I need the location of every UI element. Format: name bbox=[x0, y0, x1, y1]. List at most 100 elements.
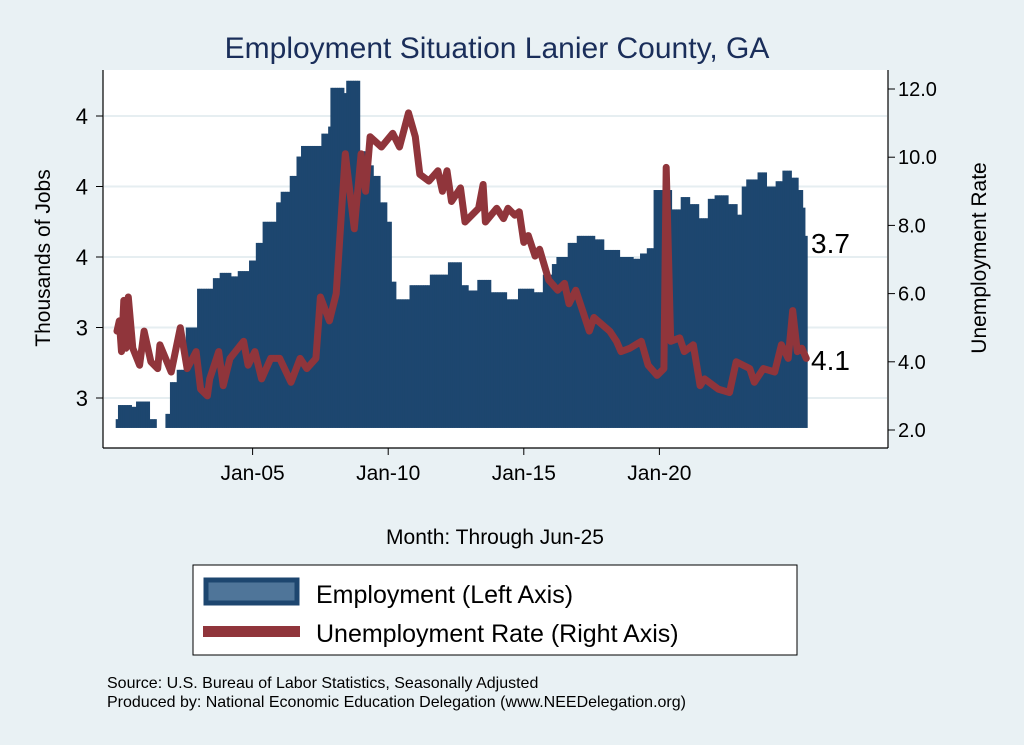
employment-bar bbox=[716, 195, 720, 428]
employment-bar bbox=[366, 165, 370, 428]
employment-bar bbox=[712, 198, 716, 428]
employment-bar bbox=[124, 405, 128, 428]
employment-bar bbox=[427, 285, 431, 428]
employment-bar bbox=[714, 195, 718, 428]
employment-bar bbox=[696, 204, 700, 428]
employment-bar bbox=[206, 288, 209, 428]
employment-bar bbox=[538, 292, 542, 428]
employment-bar bbox=[565, 257, 569, 428]
employment-bar bbox=[719, 195, 722, 428]
employment-bar bbox=[447, 262, 451, 428]
employment-bar bbox=[594, 239, 598, 428]
legend-employment-swatch bbox=[203, 577, 300, 606]
x-tick-label: Jan-10 bbox=[356, 462, 420, 485]
employment-bar bbox=[355, 80, 358, 428]
employment-bar bbox=[470, 290, 474, 428]
employment-bar bbox=[255, 242, 259, 428]
employment-bar bbox=[149, 419, 153, 428]
employment-bar bbox=[583, 235, 587, 428]
employment-bar bbox=[409, 285, 413, 428]
employment-bar bbox=[472, 290, 476, 428]
employment-bar bbox=[723, 195, 727, 428]
employment-bar bbox=[601, 239, 605, 428]
employment-bar bbox=[771, 186, 774, 428]
left-tick-label: 4 bbox=[76, 245, 88, 270]
employment-bar bbox=[655, 190, 659, 428]
employment-bar bbox=[750, 179, 754, 428]
employment-bar bbox=[418, 285, 422, 428]
employment-bar bbox=[579, 235, 582, 428]
employment-bar bbox=[133, 406, 137, 428]
employment-bar bbox=[630, 257, 634, 428]
employment-bar bbox=[346, 80, 349, 428]
employment-bar bbox=[305, 145, 309, 428]
employment-bar bbox=[117, 405, 121, 428]
left-axis-ticks: 4 4 4 3 3 bbox=[76, 104, 103, 411]
employment-bar bbox=[560, 257, 564, 428]
employment-bar bbox=[701, 218, 704, 428]
employment-bar bbox=[208, 288, 212, 428]
employment-bar bbox=[140, 401, 144, 428]
employment-bar bbox=[481, 279, 485, 428]
employment-bar bbox=[298, 156, 302, 428]
employment-bar bbox=[407, 299, 410, 428]
employment-bar bbox=[348, 80, 352, 428]
employment-end-label: 3.7 bbox=[811, 228, 850, 259]
employment-bar bbox=[626, 257, 630, 428]
employment-bar bbox=[136, 401, 139, 428]
employment-bar bbox=[253, 260, 257, 428]
employment-bar bbox=[798, 190, 801, 428]
employment-bar bbox=[420, 285, 424, 428]
employment-bar bbox=[289, 175, 293, 428]
right-axis-ticks: 12.0 10.0 8.0 6.0 4.0 2.0 bbox=[888, 79, 937, 442]
employment-bar bbox=[520, 288, 523, 428]
employment-bar bbox=[181, 369, 184, 428]
employment-bar bbox=[563, 257, 566, 428]
employment-bar bbox=[741, 186, 745, 428]
employment-bar bbox=[303, 145, 306, 428]
employment-bar bbox=[321, 133, 325, 428]
employment-bar bbox=[567, 242, 571, 428]
employment-bar bbox=[554, 264, 557, 428]
employment-bar bbox=[784, 170, 788, 428]
employment-bar bbox=[658, 190, 661, 428]
employment-bar bbox=[524, 288, 528, 428]
employment-bar bbox=[676, 209, 679, 428]
employment-bar bbox=[350, 80, 354, 428]
employment-bar bbox=[793, 177, 797, 428]
employment-bar bbox=[694, 204, 697, 428]
source-note: Source: U.S. Bureau of Labor Statistics,… bbox=[107, 675, 538, 692]
employment-bar bbox=[393, 281, 397, 428]
employment-bar bbox=[183, 369, 187, 428]
x-axis-ticks: Jan-05 Jan-10 Jan-15 Jan-20 bbox=[220, 448, 692, 485]
employment-bar bbox=[558, 257, 562, 428]
employment-bar bbox=[805, 235, 808, 428]
employment-bar bbox=[249, 260, 252, 428]
employment-bar bbox=[569, 242, 573, 428]
employment-bar bbox=[710, 198, 713, 428]
employment-bar bbox=[581, 235, 584, 428]
employment-bar bbox=[145, 401, 148, 428]
employment-bar bbox=[307, 145, 311, 428]
employment-bar bbox=[221, 272, 225, 428]
employment-bar bbox=[357, 80, 361, 428]
employment-bar bbox=[739, 214, 743, 428]
employment-bar bbox=[682, 197, 686, 428]
employment-bar bbox=[540, 292, 544, 428]
employment-bar bbox=[762, 172, 765, 428]
employment-bar bbox=[545, 274, 548, 428]
legend-unemployment-swatch bbox=[203, 626, 300, 637]
employment-bar bbox=[185, 327, 189, 428]
employment-bar bbox=[508, 299, 512, 428]
employment-bar bbox=[678, 209, 682, 428]
legend: Employment (Left Axis) Unemployment Rate… bbox=[192, 564, 798, 656]
employment-bar bbox=[389, 221, 392, 428]
employment-bar bbox=[154, 419, 157, 428]
employment-bar bbox=[382, 202, 386, 428]
employment-bar bbox=[459, 262, 462, 428]
employment-bar bbox=[547, 274, 551, 428]
left-tick-label: 4 bbox=[76, 175, 88, 200]
produced-by-note: Produced by: National Economic Education… bbox=[107, 694, 686, 711]
employment-bar bbox=[377, 175, 381, 428]
employment-bar bbox=[759, 172, 763, 428]
